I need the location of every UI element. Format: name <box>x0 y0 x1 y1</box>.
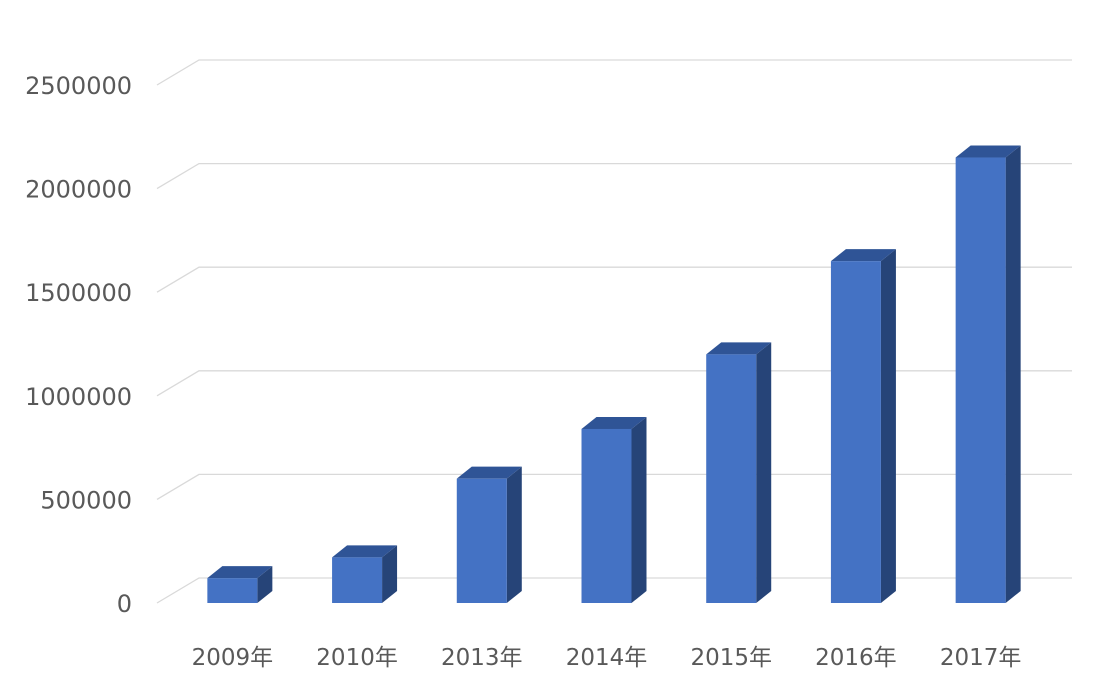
x-tick-label: 2017年 <box>940 645 1022 671</box>
x-axis-tick-labels: 2009年 2010年 2013年 2014年 2015年 2016年 2017年 <box>192 645 1022 671</box>
bar-top-face <box>207 566 273 579</box>
bar-front-face <box>456 478 507 603</box>
x-tick-label: 2016年 <box>815 645 897 671</box>
bar-front-face <box>830 261 881 603</box>
bar-front-face <box>332 557 383 603</box>
bar-side-face <box>631 416 647 603</box>
bar <box>830 249 896 603</box>
bar <box>332 545 398 603</box>
bar-front-face <box>207 578 258 603</box>
bar-top-face <box>706 342 772 355</box>
bar-top-face <box>332 545 398 558</box>
x-tick-label: 2009年 <box>192 645 274 671</box>
y-tick-label: 500000 <box>40 486 132 514</box>
gridline <box>156 266 1072 293</box>
gridlines <box>156 59 1072 604</box>
bar <box>456 466 522 603</box>
bar <box>207 566 273 603</box>
bars <box>207 145 1021 603</box>
x-tick-label: 2015年 <box>690 645 772 671</box>
bar <box>581 416 647 603</box>
bar-top-face <box>830 249 896 262</box>
bar <box>706 342 772 603</box>
x-tick-label: 2014年 <box>566 645 648 671</box>
bar <box>955 145 1021 603</box>
x-tick-label: 2010年 <box>316 645 398 671</box>
bar-front-face <box>955 157 1006 603</box>
bar-top-face <box>955 145 1021 158</box>
bar-side-face <box>1005 145 1021 603</box>
bar-side-face <box>506 466 522 603</box>
y-tick-label: 1000000 <box>25 383 132 411</box>
bar-side-face <box>880 249 896 603</box>
y-axis-tick-labels: 0 500000 1000000 1500000 2000000 2500000 <box>25 72 132 618</box>
gridline <box>156 370 1072 397</box>
gridline <box>156 473 1072 500</box>
gridline <box>156 59 1072 86</box>
x-tick-label: 2013年 <box>441 645 523 671</box>
bar-side-face <box>756 342 772 603</box>
bar-side-face <box>382 545 398 603</box>
bar-top-face <box>456 466 522 479</box>
bar-front-face <box>581 428 632 603</box>
y-tick-label: 1500000 <box>25 279 132 307</box>
bar-top-face <box>581 416 647 429</box>
y-tick-label: 0 <box>117 590 132 618</box>
gridline <box>156 577 1072 604</box>
y-tick-label: 2000000 <box>25 176 132 204</box>
gridline <box>156 162 1072 190</box>
bar-side-face <box>257 566 273 603</box>
y-tick-label: 2500000 <box>25 72 132 100</box>
bar-front-face <box>706 354 757 603</box>
